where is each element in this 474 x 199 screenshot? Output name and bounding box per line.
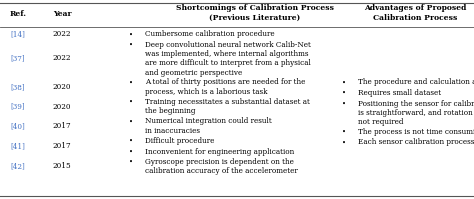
Text: Gyroscope precision is dependent on the
calibration accuracy of the acceleromete: Gyroscope precision is dependent on the … bbox=[145, 158, 298, 175]
Text: 2020: 2020 bbox=[53, 83, 71, 91]
Text: 2022: 2022 bbox=[53, 30, 71, 38]
Text: Inconvenient for engineering application: Inconvenient for engineering application bbox=[145, 147, 294, 155]
Text: •: • bbox=[129, 41, 133, 49]
Text: 2015: 2015 bbox=[53, 163, 71, 171]
Text: [38]: [38] bbox=[11, 83, 25, 91]
Text: •: • bbox=[342, 89, 346, 97]
Text: Positioning the sensor for calibration purposes
is straightforward, and rotation: Positioning the sensor for calibration p… bbox=[358, 100, 474, 126]
Text: Each sensor calibration process is independent: Each sensor calibration process is indep… bbox=[358, 139, 474, 146]
Text: Advantages of Proposed
Calibration Process: Advantages of Proposed Calibration Proce… bbox=[364, 4, 466, 22]
Text: Training necessitates a substantial dataset at
the beginning: Training necessitates a substantial data… bbox=[145, 98, 310, 115]
Text: Ref.: Ref. bbox=[9, 10, 27, 18]
Text: •: • bbox=[342, 128, 346, 136]
Text: The process is not time consuming: The process is not time consuming bbox=[358, 128, 474, 136]
Text: [37]: [37] bbox=[11, 55, 25, 62]
Text: 2020: 2020 bbox=[53, 102, 71, 110]
Text: Deep convolutional neural network Calib-Net
was implemented, where internal algo: Deep convolutional neural network Calib-… bbox=[145, 41, 311, 77]
Text: Shortcomings of Calibration Process
(Previous Literature): Shortcomings of Calibration Process (Pre… bbox=[176, 4, 334, 22]
Text: [41]: [41] bbox=[10, 142, 26, 150]
Text: •: • bbox=[129, 30, 133, 38]
Text: The procedure and calculation are simple: The procedure and calculation are simple bbox=[358, 78, 474, 87]
Text: •: • bbox=[342, 100, 346, 107]
Text: [40]: [40] bbox=[10, 122, 26, 130]
Text: •: • bbox=[129, 137, 133, 145]
Text: [42]: [42] bbox=[10, 163, 26, 171]
Text: Difficult procedure: Difficult procedure bbox=[145, 137, 214, 145]
Text: •: • bbox=[129, 147, 133, 155]
Text: •: • bbox=[129, 98, 133, 106]
Text: [14]: [14] bbox=[10, 30, 26, 38]
Text: •: • bbox=[129, 78, 133, 87]
Text: 2022: 2022 bbox=[53, 55, 71, 62]
Text: •: • bbox=[342, 139, 346, 146]
Text: Year: Year bbox=[53, 10, 71, 18]
Text: Cumbersome calibration procedure: Cumbersome calibration procedure bbox=[145, 30, 274, 38]
Text: Requires small dataset: Requires small dataset bbox=[358, 89, 441, 97]
Text: •: • bbox=[129, 117, 133, 126]
Text: Numerical integration could result
in inaccuracies: Numerical integration could result in in… bbox=[145, 117, 272, 135]
Text: [39]: [39] bbox=[11, 102, 25, 110]
Text: 2017: 2017 bbox=[53, 142, 71, 150]
Text: 2017: 2017 bbox=[53, 122, 71, 130]
Text: A total of thirty positions are needed for the
process, which is a laborious tas: A total of thirty positions are needed f… bbox=[145, 78, 305, 96]
Text: •: • bbox=[342, 78, 346, 87]
Text: •: • bbox=[129, 158, 133, 166]
